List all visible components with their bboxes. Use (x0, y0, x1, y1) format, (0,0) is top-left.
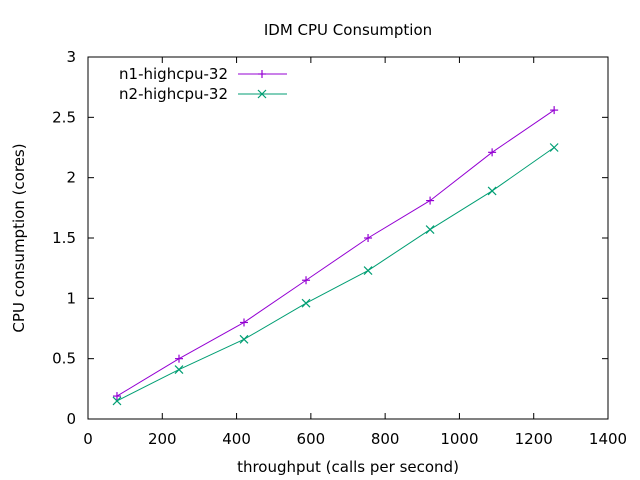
legend-item: n1-highcpu-32 (119, 65, 287, 83)
x-ticks: 0 200 400 600 800 1000 1200 1400 (83, 57, 627, 448)
data-point (240, 318, 248, 327)
y-tick-label: 0.5 (52, 350, 76, 368)
y-tick-label: 0 (66, 410, 76, 428)
data-point (487, 186, 497, 196)
x-tick-label: 1400 (589, 430, 627, 448)
y-tick-label: 1.5 (52, 229, 76, 247)
x-tick-label: 200 (148, 430, 177, 448)
data-point (549, 143, 559, 152)
data-point (239, 334, 249, 344)
x-tick-label: 800 (371, 430, 400, 448)
y-axis-label: CPU consumption (cores) (10, 143, 28, 332)
data-point (488, 148, 497, 157)
series-n1-highcpu-32 (112, 106, 559, 401)
x-tick-label: 1200 (515, 430, 553, 448)
series-line (116, 147, 555, 402)
data-point (363, 266, 373, 276)
legend: n1-highcpu-32 n2-highcpu-32 (119, 65, 287, 103)
data-point (425, 225, 435, 234)
data-point (174, 365, 184, 374)
axes (87, 56, 609, 420)
x-tick-label: 0 (83, 430, 93, 448)
y-tick-label: 3 (66, 48, 76, 66)
x-tick-label: 600 (297, 430, 326, 448)
y-tick-label: 1 (66, 289, 76, 307)
y-tick-label: 2 (66, 169, 76, 187)
series-line (116, 109, 555, 397)
data-point (426, 196, 435, 205)
legend-label: n2-highcpu-32 (119, 85, 228, 103)
chart-title: IDM CPU Consumption (264, 21, 432, 39)
x-tick-label: 400 (222, 430, 251, 448)
plot-border (87, 56, 609, 420)
x-tick-label: 1000 (440, 430, 478, 448)
data-point (364, 234, 373, 242)
series-group (112, 106, 559, 406)
data-point (112, 392, 121, 401)
data-point (112, 396, 122, 406)
data-point (301, 298, 311, 308)
legend-marker (258, 70, 266, 78)
x-axis-label: throughput (calls per second) (237, 458, 459, 476)
data-point (550, 106, 559, 115)
y-tick-label: 2.5 (52, 108, 76, 126)
y-ticks: 0 0.5 1 1.5 2 2.5 3 (52, 48, 608, 428)
legend-marker (257, 89, 267, 99)
legend-label: n1-highcpu-32 (119, 65, 228, 83)
data-point (302, 276, 311, 285)
data-point (175, 354, 183, 363)
legend-item: n2-highcpu-32 (119, 85, 287, 103)
series-n2-highcpu-32 (112, 143, 559, 406)
